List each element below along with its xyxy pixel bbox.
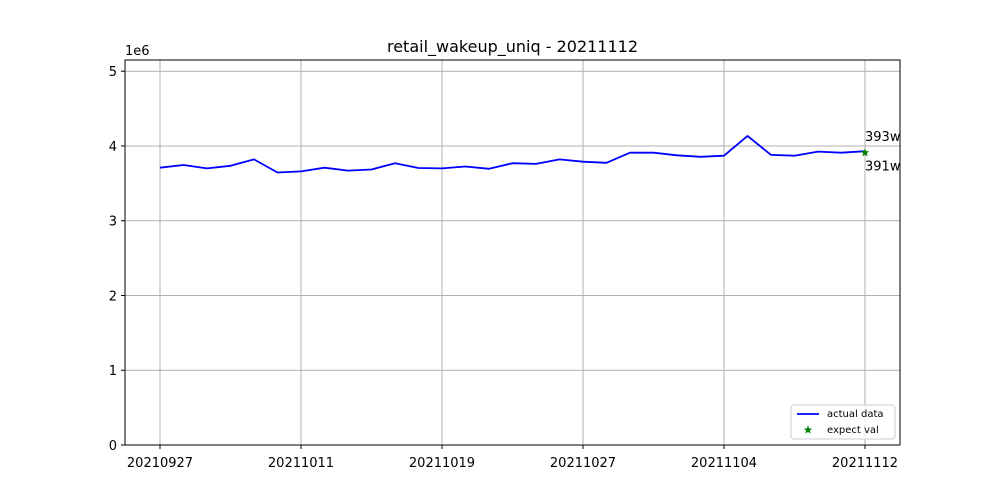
legend-label-expect: expect val: [827, 425, 879, 436]
x-tick-label: 20211104: [691, 456, 757, 471]
expected-value-marker: [860, 148, 870, 157]
series-line-actual-data: [159, 134, 866, 174]
series-layer: [159, 134, 870, 174]
x-tick-label: 20211011: [268, 456, 334, 471]
grid: [125, 60, 900, 446]
annotation-actual-value: 393w: [865, 130, 901, 145]
y-tick-label: 5: [109, 65, 117, 80]
ticks: 20210927 20211011 20211019 20211027 20211104…: [109, 65, 898, 471]
y-scale-label: 1e6: [125, 44, 150, 59]
chart-title: retail_wakeup_uniq - 20211112: [387, 37, 638, 57]
y-tick-label: 3: [109, 215, 117, 230]
x-tick-label: 20211027: [550, 456, 616, 471]
y-tick-label: 4: [109, 140, 117, 155]
legend-star-swatch: [803, 425, 813, 434]
legend-label-actual: actual data: [827, 409, 884, 420]
annotation-expect-value: 391w: [865, 160, 901, 175]
axes-frame: [124, 59, 901, 446]
x-tick-label: 20210927: [127, 456, 193, 471]
y-tick-label: 0: [109, 439, 117, 454]
x-tick-label: 20211112: [832, 456, 898, 471]
x-tick-label: 20211019: [409, 456, 475, 471]
y-tick-label: 1: [109, 364, 117, 379]
y-tick-label: 2: [109, 289, 117, 304]
legend: actual data expect val: [790, 404, 896, 440]
